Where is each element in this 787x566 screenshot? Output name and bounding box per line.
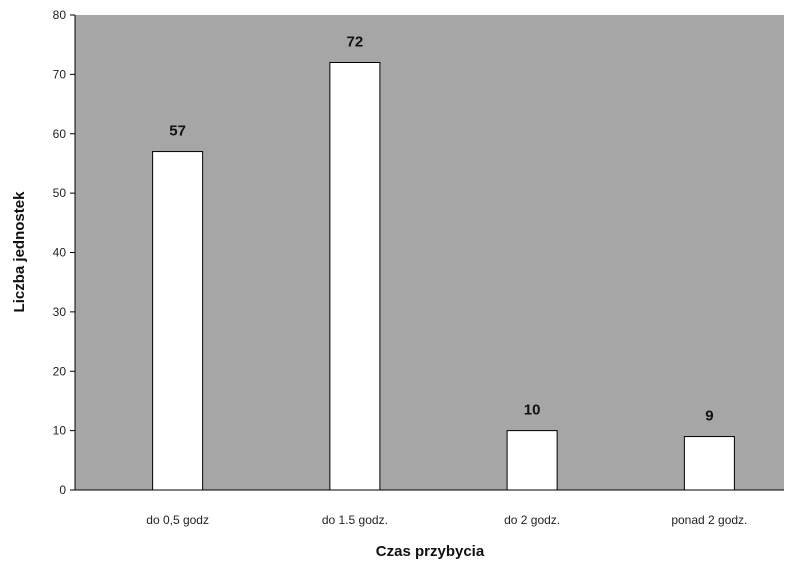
x-tick-label: do 2 godz.	[504, 513, 560, 527]
bar-value-label: 10	[524, 402, 541, 419]
y-tick-label: 10	[53, 424, 67, 438]
y-tick-label: 30	[53, 305, 67, 319]
y-axis-ticks: 0 10 20 30 40 50 60 70 80	[53, 8, 75, 497]
x-axis-title: Czas przybycia	[376, 543, 485, 560]
x-tick-label: ponad 2 godz.	[671, 513, 747, 527]
y-axis-title: Liczba jednostek	[11, 191, 28, 313]
y-tick-label: 20	[53, 364, 67, 378]
bar	[152, 151, 204, 491]
bars: 57 72 10 9	[152, 34, 735, 491]
y-tick-label: 70	[53, 67, 67, 81]
x-tick-label: do 0,5 godz	[146, 513, 209, 527]
bar-value-label: 57	[169, 123, 186, 140]
y-tick-label: 40	[53, 246, 67, 260]
y-tick-label: 80	[53, 8, 67, 22]
bar-value-label: 72	[347, 34, 364, 51]
bar-value-label: 9	[705, 408, 713, 425]
x-tick-label: do 1.5 godz.	[322, 513, 388, 527]
bar	[506, 430, 558, 491]
y-tick-label: 0	[59, 483, 66, 497]
y-tick-label: 60	[53, 127, 67, 141]
y-tick-label: 50	[53, 186, 67, 200]
bar	[683, 436, 735, 491]
x-axis-ticks: do 0,5 godz do 1.5 godz. do 2 godz. ponad 2…	[146, 513, 747, 527]
bar	[329, 62, 381, 491]
